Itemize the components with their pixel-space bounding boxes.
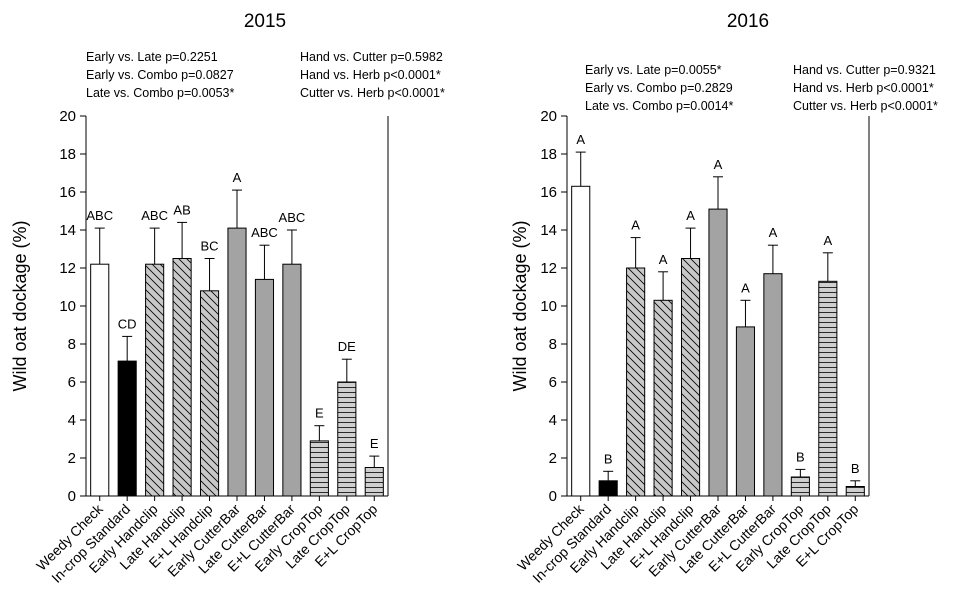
y-tick-label: 14 xyxy=(540,222,557,239)
y-tick-label: 10 xyxy=(59,298,76,315)
bar xyxy=(117,360,137,497)
y-tick-label: 14 xyxy=(59,222,76,239)
bar xyxy=(364,467,384,497)
significance-letter: A xyxy=(233,170,242,185)
bar xyxy=(708,208,728,497)
bar xyxy=(254,278,275,497)
bar xyxy=(172,258,192,497)
contrast-text: Late vs. Combo p=0.0053* xyxy=(86,86,234,100)
significance-letter: E xyxy=(315,406,324,421)
significance-letter: ABC xyxy=(141,208,168,223)
bar xyxy=(653,299,673,497)
bar xyxy=(790,476,810,497)
y-tick-label: 2 xyxy=(549,450,557,467)
contrast-text: Hand vs. Cutter p=0.5982 xyxy=(300,50,443,64)
significance-letter: A xyxy=(714,157,723,172)
significance-letter: BC xyxy=(201,239,219,254)
bar xyxy=(598,480,618,497)
bar xyxy=(337,381,357,497)
y-tick-label: 12 xyxy=(540,260,557,277)
significance-letter: E xyxy=(370,436,379,451)
contrast-text: Hand vs. Herb p<0.0001* xyxy=(300,68,441,82)
significance-letter: A xyxy=(769,225,778,240)
chart-panel-2015: 2015 Early vs. Late p=0.2251 Early vs. Com… xyxy=(10,11,445,586)
bar xyxy=(145,263,165,497)
bar xyxy=(680,258,701,497)
bar xyxy=(282,263,302,497)
bar xyxy=(199,290,220,497)
bar xyxy=(309,440,329,497)
y-tick-label: 8 xyxy=(549,336,557,353)
significance-letter: A xyxy=(686,208,695,223)
y-axis-label: Wild oat dockage (%) xyxy=(10,220,30,391)
significance-letter: A xyxy=(576,132,585,147)
significance-letter: ABC xyxy=(86,208,113,223)
bar xyxy=(763,273,783,497)
contrast-text: Hand vs. Herb p<0.0001* xyxy=(793,81,934,95)
y-tick-label: 18 xyxy=(540,146,557,163)
y-tick-label: 16 xyxy=(59,184,76,201)
chart-title: 2016 xyxy=(727,11,769,32)
y-axis-label: Wild oat dockage (%) xyxy=(510,220,530,391)
y-tick-label: 0 xyxy=(549,488,557,505)
significance-letter: A xyxy=(631,218,640,233)
y-tick-label: 2 xyxy=(68,450,76,467)
y-tick-label: 0 xyxy=(68,488,76,505)
significance-letter: A xyxy=(741,280,750,295)
bar xyxy=(227,227,247,497)
bar xyxy=(626,267,646,497)
significance-letter: A xyxy=(823,233,832,248)
significance-letter: CD xyxy=(118,316,137,331)
bar xyxy=(818,280,838,497)
contrast-text: Early vs. Combo p=0.0827 xyxy=(86,68,234,82)
y-tick-label: 8 xyxy=(68,336,76,353)
bar xyxy=(90,263,110,497)
significance-letter: B xyxy=(796,449,805,464)
bar xyxy=(845,486,865,497)
contrast-text: Early vs. Combo p=0.2829 xyxy=(585,81,733,95)
bar xyxy=(735,326,756,497)
significance-letter: ABC xyxy=(251,225,278,240)
contrast-text: Early vs. Late p=0.2251 xyxy=(86,50,218,64)
significance-letter: AB xyxy=(173,202,190,217)
contrast-text: Cutter vs. Herb p<0.0001* xyxy=(300,86,445,100)
contrast-text: Cutter vs. Herb p<0.0001* xyxy=(793,99,938,113)
chart-title: 2015 xyxy=(244,11,286,32)
y-tick-label: 6 xyxy=(68,374,76,391)
y-tick-label: 10 xyxy=(540,298,557,315)
y-tick-label: 6 xyxy=(549,374,557,391)
contrast-text: Hand vs. Cutter p=0.9321 xyxy=(793,63,936,77)
y-tick-label: 16 xyxy=(540,184,557,201)
contrast-text: Late vs. Combo p=0.0014* xyxy=(585,99,733,113)
y-tick-label: 4 xyxy=(549,412,557,429)
y-tick-label: 12 xyxy=(59,260,76,277)
y-tick-label: 20 xyxy=(540,108,557,125)
significance-letter: DE xyxy=(338,339,356,354)
y-tick-label: 4 xyxy=(68,412,76,429)
significance-letter: B xyxy=(851,461,860,476)
y-tick-label: 18 xyxy=(59,146,76,163)
bar xyxy=(571,185,591,497)
significance-letter: A xyxy=(659,252,668,267)
contrast-text: Early vs. Late p=0.0055* xyxy=(585,63,722,77)
y-tick-label: 20 xyxy=(59,108,76,125)
significance-letter: ABC xyxy=(279,210,306,225)
significance-letter: B xyxy=(604,451,613,466)
